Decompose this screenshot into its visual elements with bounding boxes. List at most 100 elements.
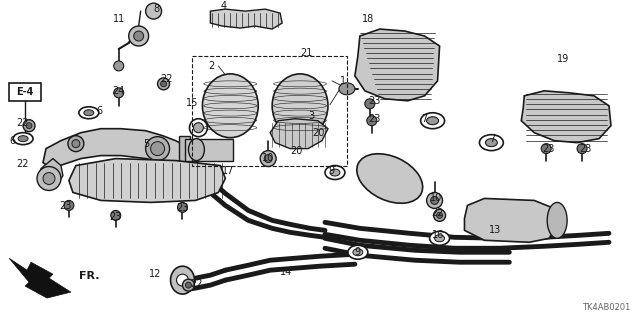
Ellipse shape: [485, 139, 497, 147]
Text: 2: 2: [209, 61, 214, 71]
Ellipse shape: [188, 139, 204, 161]
Circle shape: [146, 137, 170, 161]
Circle shape: [43, 172, 55, 185]
Text: 10: 10: [429, 193, 442, 204]
Circle shape: [114, 88, 124, 98]
Circle shape: [182, 279, 195, 291]
Text: 23: 23: [368, 96, 380, 106]
Text: 7: 7: [490, 134, 495, 144]
Circle shape: [367, 116, 377, 126]
Ellipse shape: [202, 74, 258, 138]
Ellipse shape: [427, 117, 438, 125]
Circle shape: [260, 151, 276, 166]
Circle shape: [157, 78, 170, 90]
Circle shape: [189, 119, 207, 137]
Polygon shape: [211, 9, 282, 29]
Text: 23: 23: [542, 144, 555, 154]
Polygon shape: [465, 198, 557, 242]
Circle shape: [365, 99, 375, 109]
Text: 23: 23: [177, 204, 189, 213]
Text: 13: 13: [490, 225, 502, 235]
Text: 19: 19: [557, 54, 570, 64]
Circle shape: [433, 209, 445, 221]
Ellipse shape: [18, 136, 28, 142]
Text: 4: 4: [220, 1, 227, 11]
Circle shape: [146, 3, 161, 19]
Text: 23: 23: [109, 212, 121, 222]
Ellipse shape: [325, 165, 345, 180]
Ellipse shape: [348, 245, 368, 259]
Circle shape: [37, 166, 61, 190]
Text: 23: 23: [579, 144, 591, 154]
Text: 23: 23: [59, 201, 71, 212]
Text: 22: 22: [431, 208, 444, 218]
Polygon shape: [355, 29, 440, 101]
Text: TK4AB0201: TK4AB0201: [582, 303, 631, 312]
Circle shape: [427, 192, 442, 208]
Text: 20: 20: [312, 128, 324, 138]
Text: 1: 1: [340, 76, 346, 86]
Ellipse shape: [330, 169, 340, 176]
Text: 14: 14: [280, 267, 292, 277]
Text: 20: 20: [290, 146, 303, 156]
Circle shape: [577, 144, 587, 154]
Circle shape: [431, 196, 438, 204]
Ellipse shape: [79, 107, 99, 119]
Circle shape: [64, 200, 74, 210]
Text: 16: 16: [431, 230, 444, 240]
Circle shape: [26, 123, 32, 129]
FancyBboxPatch shape: [9, 83, 41, 101]
Text: 15: 15: [186, 98, 198, 108]
Ellipse shape: [420, 113, 445, 129]
Text: 17: 17: [222, 165, 235, 176]
Circle shape: [161, 81, 166, 87]
Ellipse shape: [547, 203, 567, 238]
Text: 9: 9: [328, 165, 334, 176]
Text: 3: 3: [308, 111, 314, 121]
Text: 10: 10: [262, 153, 275, 163]
Text: 23: 23: [368, 114, 380, 124]
Circle shape: [111, 210, 121, 220]
Polygon shape: [43, 129, 186, 169]
Ellipse shape: [84, 110, 94, 116]
Text: FR.: FR.: [79, 271, 99, 281]
Text: 12: 12: [148, 269, 161, 279]
Circle shape: [114, 61, 124, 71]
Text: 9: 9: [354, 247, 360, 257]
Polygon shape: [521, 91, 611, 143]
Text: 22: 22: [191, 279, 203, 289]
Text: 11: 11: [113, 14, 125, 24]
Circle shape: [264, 155, 272, 163]
Ellipse shape: [429, 231, 449, 245]
Circle shape: [23, 120, 35, 132]
Text: 22: 22: [16, 118, 29, 128]
Text: E-4: E-4: [17, 87, 34, 97]
Text: 22: 22: [16, 159, 29, 169]
Text: 24: 24: [113, 86, 125, 96]
Circle shape: [177, 274, 188, 286]
Text: 22: 22: [161, 74, 173, 84]
Bar: [179, 136, 191, 164]
Polygon shape: [270, 119, 328, 148]
Circle shape: [134, 31, 143, 41]
Ellipse shape: [357, 154, 422, 203]
Ellipse shape: [339, 83, 355, 95]
Circle shape: [436, 212, 442, 218]
Text: 18: 18: [362, 14, 374, 24]
Circle shape: [541, 144, 551, 154]
Ellipse shape: [435, 235, 445, 242]
Polygon shape: [9, 258, 71, 298]
Text: 6: 6: [9, 136, 15, 146]
Ellipse shape: [170, 266, 195, 294]
Polygon shape: [39, 159, 63, 186]
Circle shape: [177, 203, 188, 212]
Bar: [193, 56, 347, 165]
Polygon shape: [69, 159, 225, 203]
Circle shape: [186, 282, 191, 288]
Circle shape: [129, 26, 148, 46]
Ellipse shape: [479, 135, 503, 151]
Text: 6: 6: [97, 106, 103, 116]
Ellipse shape: [353, 249, 363, 256]
Text: 8: 8: [154, 4, 160, 14]
Bar: [186, 139, 234, 161]
